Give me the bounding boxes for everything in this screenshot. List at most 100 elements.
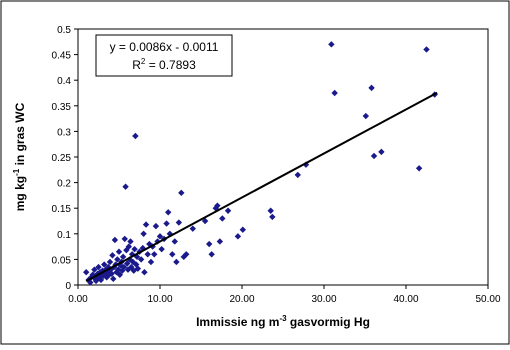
- y-tick-label: 0.35: [52, 102, 72, 113]
- data-point: [127, 238, 134, 245]
- data-point: [106, 258, 114, 266]
- y-tick-label: 0.4: [57, 76, 71, 87]
- equation-text: y = 0.0086x - 0.0011: [110, 40, 219, 54]
- data-point: [119, 267, 126, 274]
- data-point: [129, 258, 137, 266]
- data-point: [123, 246, 130, 254]
- y-tick-label: 0.15: [52, 204, 72, 215]
- data-point: [147, 258, 155, 266]
- data-point: [156, 233, 164, 240]
- y-tick-label: 0: [65, 281, 71, 292]
- x-tick-label: 30.00: [311, 294, 336, 305]
- data-point: [219, 215, 226, 222]
- data-point: [114, 256, 121, 263]
- x-tick-label: 10.00: [147, 294, 172, 305]
- y-tick-label: 0.2: [57, 179, 71, 190]
- data-point: [122, 183, 129, 190]
- equation-box: [95, 34, 233, 77]
- data-point: [101, 261, 108, 268]
- x-tick-label: 0.00: [68, 294, 88, 305]
- data-point: [109, 252, 116, 259]
- data-point: [370, 152, 378, 160]
- data-point: [91, 266, 98, 273]
- data-point: [328, 41, 335, 48]
- data-point: [125, 243, 133, 250]
- data-point: [87, 279, 94, 286]
- data-point: [269, 213, 276, 221]
- y-axis-label: mg kg-1 in gras WC: [12, 102, 27, 211]
- data-point: [137, 256, 145, 263]
- data-point: [171, 238, 178, 245]
- data-point: [239, 226, 247, 233]
- y-tick-label: 0.05: [52, 255, 72, 266]
- data-point: [169, 251, 176, 258]
- data-point: [224, 207, 232, 214]
- data-point: [183, 251, 190, 258]
- data-point: [105, 263, 112, 271]
- data-point: [378, 148, 385, 156]
- data-point: [124, 260, 131, 267]
- x-tick-label: 20.00: [229, 294, 254, 305]
- data-point: [165, 209, 172, 216]
- y-tick-label: 0.3: [57, 127, 71, 138]
- data-point: [95, 263, 102, 271]
- equation-annotation: y = 0.0086x - 0.0011 R2 = 0.7893: [95, 34, 233, 77]
- y-tick-label: 0.45: [52, 51, 72, 62]
- data-point: [146, 240, 153, 248]
- data-point: [133, 261, 140, 268]
- data-point: [134, 265, 142, 272]
- data-point: [131, 245, 138, 253]
- data-point: [214, 202, 221, 209]
- data-point: [158, 245, 165, 253]
- data-point: [144, 251, 151, 258]
- r-squared-text: R2 = 0.7893: [132, 57, 196, 72]
- data-point: [140, 230, 147, 237]
- data-point: [415, 165, 423, 172]
- data-point: [151, 251, 158, 258]
- data-point: [120, 263, 128, 271]
- data-point: [175, 219, 183, 226]
- x-axis-label: Immissie ng m-3 gasvormig Hg: [196, 314, 370, 329]
- data-point: [121, 235, 128, 243]
- data-point: [216, 238, 224, 245]
- x-tick-label: 40.00: [393, 294, 418, 305]
- data-point: [294, 171, 301, 179]
- data-point: [103, 274, 110, 281]
- data-point: [152, 222, 160, 230]
- data-point: [368, 84, 375, 92]
- y-axis: 0 0.05 0.1 0.15 0.2 0.25 0.3 0.35 0.4 0.45 0.5: [52, 25, 78, 292]
- data-point: [208, 251, 215, 258]
- y-tick-label: 0.25: [52, 153, 72, 164]
- data-point: [163, 220, 170, 227]
- data-point: [119, 253, 127, 261]
- data-point: [234, 233, 242, 240]
- data-point: [362, 112, 370, 120]
- data-point: [201, 217, 209, 225]
- data-point: [108, 270, 115, 277]
- data-point: [111, 236, 119, 244]
- data-point: [178, 189, 185, 197]
- data-point: [142, 221, 150, 228]
- trendline-group: [85, 91, 438, 283]
- y-tick-label: 0.1: [57, 230, 71, 241]
- data-point: [110, 275, 117, 283]
- y-tick-label: 0.5: [57, 25, 71, 36]
- data-point: [189, 225, 196, 232]
- trendline: [85, 91, 438, 283]
- x-tick-label: 50.00: [475, 294, 500, 305]
- data-point: [267, 207, 274, 214]
- data-point: [331, 89, 338, 97]
- data-point: [116, 271, 124, 278]
- x-axis: 0.00 10.00 20.00 30.00 40.00 50.00: [68, 285, 501, 305]
- data-point: [173, 258, 180, 266]
- data-point: [115, 248, 123, 255]
- data-point: [83, 269, 90, 276]
- data-point: [423, 46, 430, 53]
- data-point: [132, 132, 139, 140]
- data-point: [206, 240, 213, 248]
- data-point: [141, 269, 148, 276]
- data-point: [97, 276, 105, 284]
- data-point: [92, 277, 100, 285]
